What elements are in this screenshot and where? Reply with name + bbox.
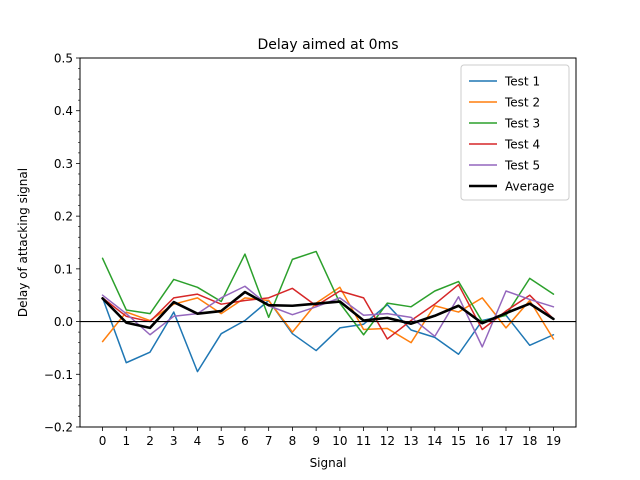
- y-tick-label: −0.1: [44, 368, 73, 382]
- x-tick-label: 6: [241, 434, 249, 448]
- chart-title: Delay aimed at 0ms: [257, 37, 398, 53]
- y-tick-label: 0.3: [54, 157, 73, 171]
- axes-ticks: 0 1 2 3 4 5 6 7 8 9 10 11 12 13 14 15 16 17 18 19−0.2−0.10.…: [44, 52, 561, 449]
- y-tick-label: −0.2: [44, 421, 73, 435]
- plot-area-frame: [79, 57, 577, 428]
- series-line-test-3: [101, 250, 555, 336]
- legend-label: Test 2: [504, 96, 540, 110]
- x-tick-label: 13: [403, 434, 418, 448]
- y-tick-label: 0.5: [54, 52, 73, 66]
- x-tick-label: 19: [546, 434, 561, 448]
- x-tick-label: 4: [194, 434, 202, 448]
- legend: Test 1 Test 2 Test 3 Test 4 Test 5 Average: [460, 64, 570, 201]
- series-line-average: [101, 290, 555, 330]
- y-tick-label: 0.2: [54, 210, 73, 224]
- x-tick-label: 16: [475, 434, 490, 448]
- x-tick-label: 9: [312, 434, 320, 448]
- y-axis-label: Delay of attacking signal: [16, 168, 30, 317]
- y-tick-label: 0.4: [54, 104, 73, 118]
- x-tick-label: 3: [170, 434, 178, 448]
- x-axis-label: Signal: [310, 456, 347, 470]
- legend-box: [460, 64, 570, 201]
- y-tick-label: 0.0: [54, 315, 73, 329]
- x-tick-label: 7: [265, 434, 273, 448]
- x-tick-label: 10: [332, 434, 347, 448]
- x-tick-label: 15: [451, 434, 466, 448]
- legend-label: Test 4: [504, 138, 540, 152]
- x-tick-label: 5: [217, 434, 225, 448]
- legend-label: Average: [505, 180, 554, 194]
- x-tick-label: 14: [427, 434, 442, 448]
- y-tick-label: 0.1: [54, 262, 73, 276]
- legend-label: Test 5: [504, 159, 540, 173]
- x-tick-label: 1: [122, 434, 130, 448]
- x-tick-label: 12: [380, 434, 395, 448]
- x-tick-label: 17: [498, 434, 513, 448]
- legend-label: Test 3: [504, 117, 540, 131]
- x-tick-label: 11: [356, 434, 371, 448]
- x-tick-label: 8: [289, 434, 297, 448]
- x-tick-label: 18: [522, 434, 537, 448]
- x-tick-label: 2: [146, 434, 154, 448]
- x-tick-label: 0: [99, 434, 107, 448]
- plot-lines: [80, 250, 576, 373]
- legend-label: Test 1: [504, 75, 540, 89]
